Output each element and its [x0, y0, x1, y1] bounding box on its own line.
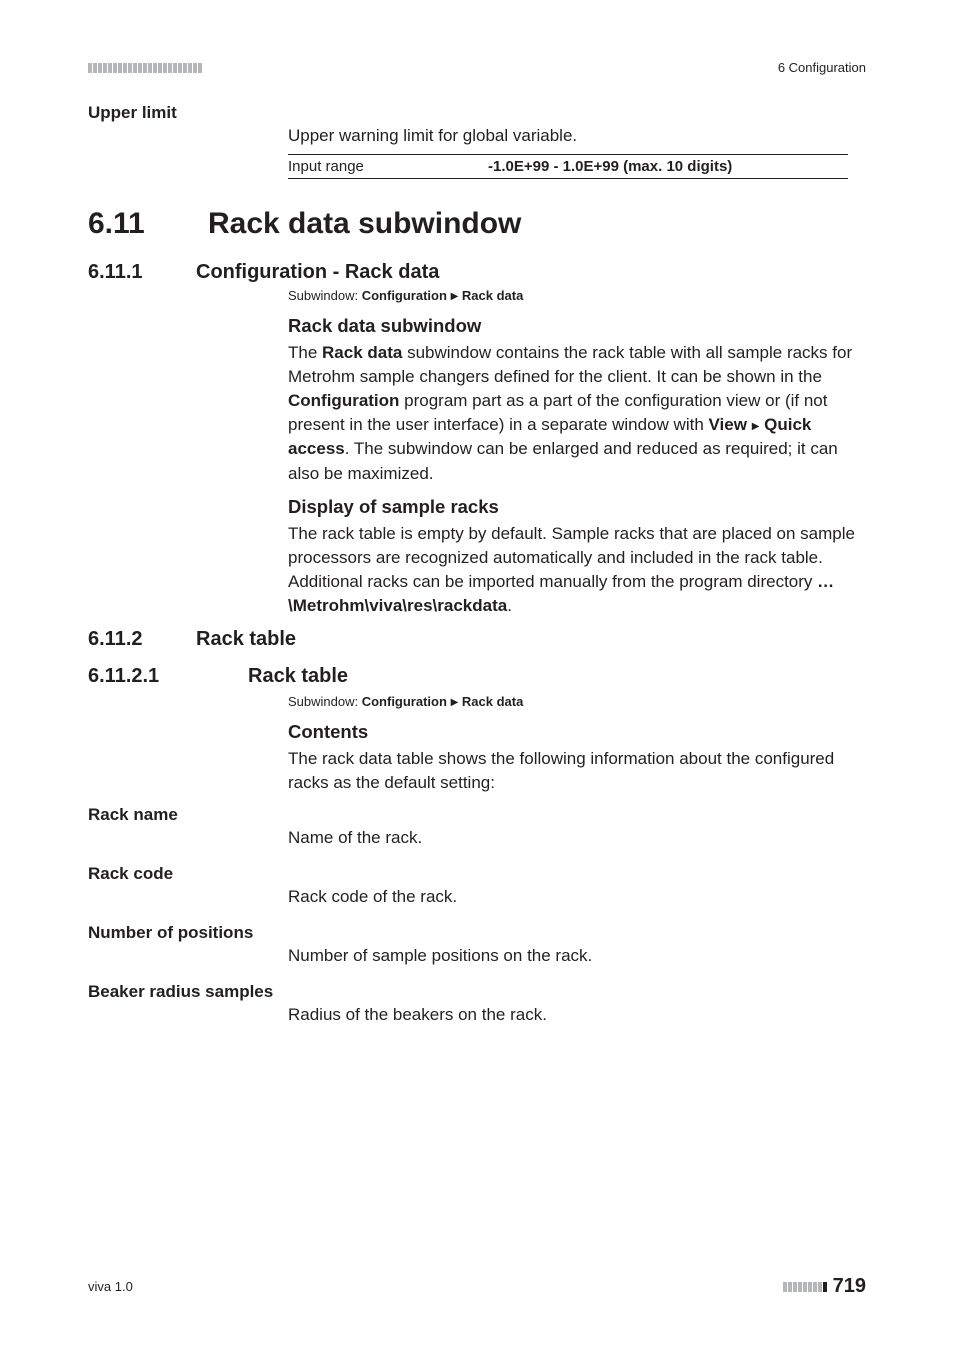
- subheading-display-sample-racks: Display of sample racks: [288, 496, 866, 518]
- field-num-positions-desc: Number of sample positions on the rack.: [288, 945, 866, 968]
- breadcrumb-prefix: Subwindow:: [288, 694, 362, 709]
- section-heading-config: 6.11.1 Configuration - Rack data: [88, 261, 866, 284]
- section-title: Configuration - Rack data: [196, 261, 439, 284]
- subheading-rack-data-subwindow: Rack data subwindow: [288, 315, 866, 337]
- text-fragment: .: [507, 596, 512, 615]
- footer-product-name: viva 1.0: [88, 1279, 133, 1294]
- section-title: Rack table: [196, 628, 296, 651]
- section-number: 6.11.2: [88, 628, 196, 651]
- footer-decoration: [783, 1282, 827, 1292]
- field-rack-code-label: Rack code: [88, 864, 866, 884]
- text-fragment: The: [288, 343, 322, 362]
- paragraph-rack-data-subwindow: The Rack data subwindow contains the rac…: [288, 341, 868, 486]
- breadcrumb-part-a: Configuration: [362, 288, 447, 303]
- field-upper-limit-label: Upper limit: [88, 103, 866, 123]
- field-rack-code-desc: Rack code of the rack.: [288, 886, 866, 909]
- field-num-positions-label: Number of positions: [88, 923, 866, 943]
- field-upper-limit-desc: Upper warning limit for global variable.: [288, 125, 866, 148]
- breadcrumb-separator-icon: ▶: [451, 291, 459, 302]
- breadcrumb: Subwindow: Configuration ▶ Rack data: [288, 694, 866, 709]
- field-beaker-radius-desc: Radius of the beakers on the rack.: [288, 1004, 866, 1027]
- breadcrumb-part-a: Configuration: [362, 694, 447, 709]
- section-heading-rack-table: 6.11.2 Rack table: [88, 628, 866, 651]
- section-number: 6.11.1: [88, 261, 196, 284]
- page-footer: viva 1.0 719: [88, 1275, 866, 1298]
- breadcrumb-prefix: Subwindow:: [288, 288, 362, 303]
- breadcrumb: Subwindow: Configuration ▶ Rack data: [288, 288, 866, 303]
- subsection-number: 6.11.2.1: [88, 665, 248, 688]
- breadcrumb-part-b: Rack data: [462, 694, 523, 709]
- page-header: 6 Configuration: [88, 60, 866, 75]
- chapter-number: 6.11: [88, 207, 208, 241]
- header-chapter-label: 6 Configuration: [778, 60, 866, 75]
- footer-right-group: 719: [783, 1275, 866, 1298]
- triangle-separator-icon: ▶: [752, 421, 760, 432]
- field-rack-name-desc: Name of the rack.: [288, 827, 866, 850]
- breadcrumb-separator-icon: ▶: [451, 697, 459, 708]
- chapter-heading: 6.11 Rack data subwindow: [88, 207, 866, 241]
- text-bold: Rack data: [322, 343, 402, 362]
- chapter-title: Rack data subwindow: [208, 207, 521, 241]
- header-decoration: [88, 63, 202, 73]
- range-value: -1.0E+99 - 1.0E+99 (max. 10 digits): [488, 158, 732, 175]
- text-fragment: . The subwindow can be enlarged and redu…: [288, 439, 838, 482]
- subsection-title: Rack table: [248, 665, 348, 688]
- subheading-contents: Contents: [288, 721, 866, 743]
- text-bold: Configuration: [288, 391, 399, 410]
- paragraph-display-sample-racks: The rack table is empty by default. Samp…: [288, 522, 868, 619]
- text-bold: View: [709, 415, 747, 434]
- subsection-heading-rack-table: 6.11.2.1 Rack table: [88, 665, 866, 688]
- breadcrumb-part-b: Rack data: [462, 288, 523, 303]
- field-beaker-radius-label: Beaker radius samples: [88, 982, 866, 1002]
- text-fragment: The rack table is empty by default. Samp…: [288, 524, 855, 591]
- field-upper-limit-range: Input range -1.0E+99 - 1.0E+99 (max. 10 …: [288, 154, 848, 179]
- range-label: Input range: [288, 158, 488, 175]
- field-rack-name-label: Rack name: [88, 805, 866, 825]
- footer-page-number: 719: [833, 1275, 866, 1298]
- paragraph-contents: The rack data table shows the following …: [288, 747, 868, 795]
